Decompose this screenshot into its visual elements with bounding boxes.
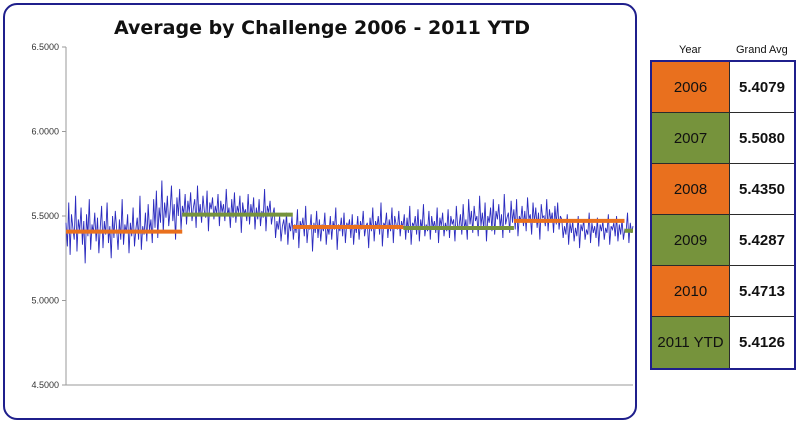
table-row: 2008 5.4350 xyxy=(652,164,794,215)
grand-avg-cell: 5.4287 xyxy=(730,215,794,266)
year-cell: 2011 YTD xyxy=(652,317,730,368)
grand-avg-cell: 5.5080 xyxy=(730,113,794,164)
series-line xyxy=(65,180,634,264)
table-header-grand-avg: Grand Avg xyxy=(736,44,788,56)
y-tick-label: 6.5000 xyxy=(31,42,59,52)
year-cell: 2006 xyxy=(652,62,730,113)
grand-avg-table: 2006 5.4079 2007 5.5080 2008 5.4350 2009… xyxy=(650,60,796,370)
chart-title: Average by Challenge 2006 - 2011 YTD xyxy=(113,17,530,39)
table-header-year: Year xyxy=(679,44,702,56)
grand-avg-cell: 5.4126 xyxy=(739,334,785,351)
y-tick-label: 6.0000 xyxy=(31,127,59,137)
table-row: 2006 5.4079 xyxy=(652,62,794,113)
year-cell: 2007 xyxy=(652,113,730,164)
table-row: 2011 YTD 5.4126 xyxy=(652,317,794,368)
y-tick-label: 5.0000 xyxy=(31,296,59,306)
table-row: 2009 5.4287 xyxy=(652,215,794,266)
year-cell: 2010 xyxy=(652,266,730,317)
grand-avg-cell: 5.4713 xyxy=(730,266,794,317)
table-row: 2010 5.4713 xyxy=(652,266,794,317)
grand-avg-cell: 5.4079 xyxy=(730,62,794,113)
year-cell: 2009 xyxy=(652,215,730,266)
y-tick-label: 5.5000 xyxy=(31,211,59,221)
table-row: 2007 5.5080 xyxy=(652,113,794,164)
plot-area: 4.5000 5.0000 5.5000 6.0000 6.5000 xyxy=(31,42,634,390)
chart-frame: Average by Challenge 2006 - 2011 YTD 4.5… xyxy=(3,3,637,420)
y-tick-label: 4.5000 xyxy=(31,380,59,390)
grand-avg-cell: 5.4350 xyxy=(730,164,794,215)
year-cell: 2008 xyxy=(652,164,730,215)
